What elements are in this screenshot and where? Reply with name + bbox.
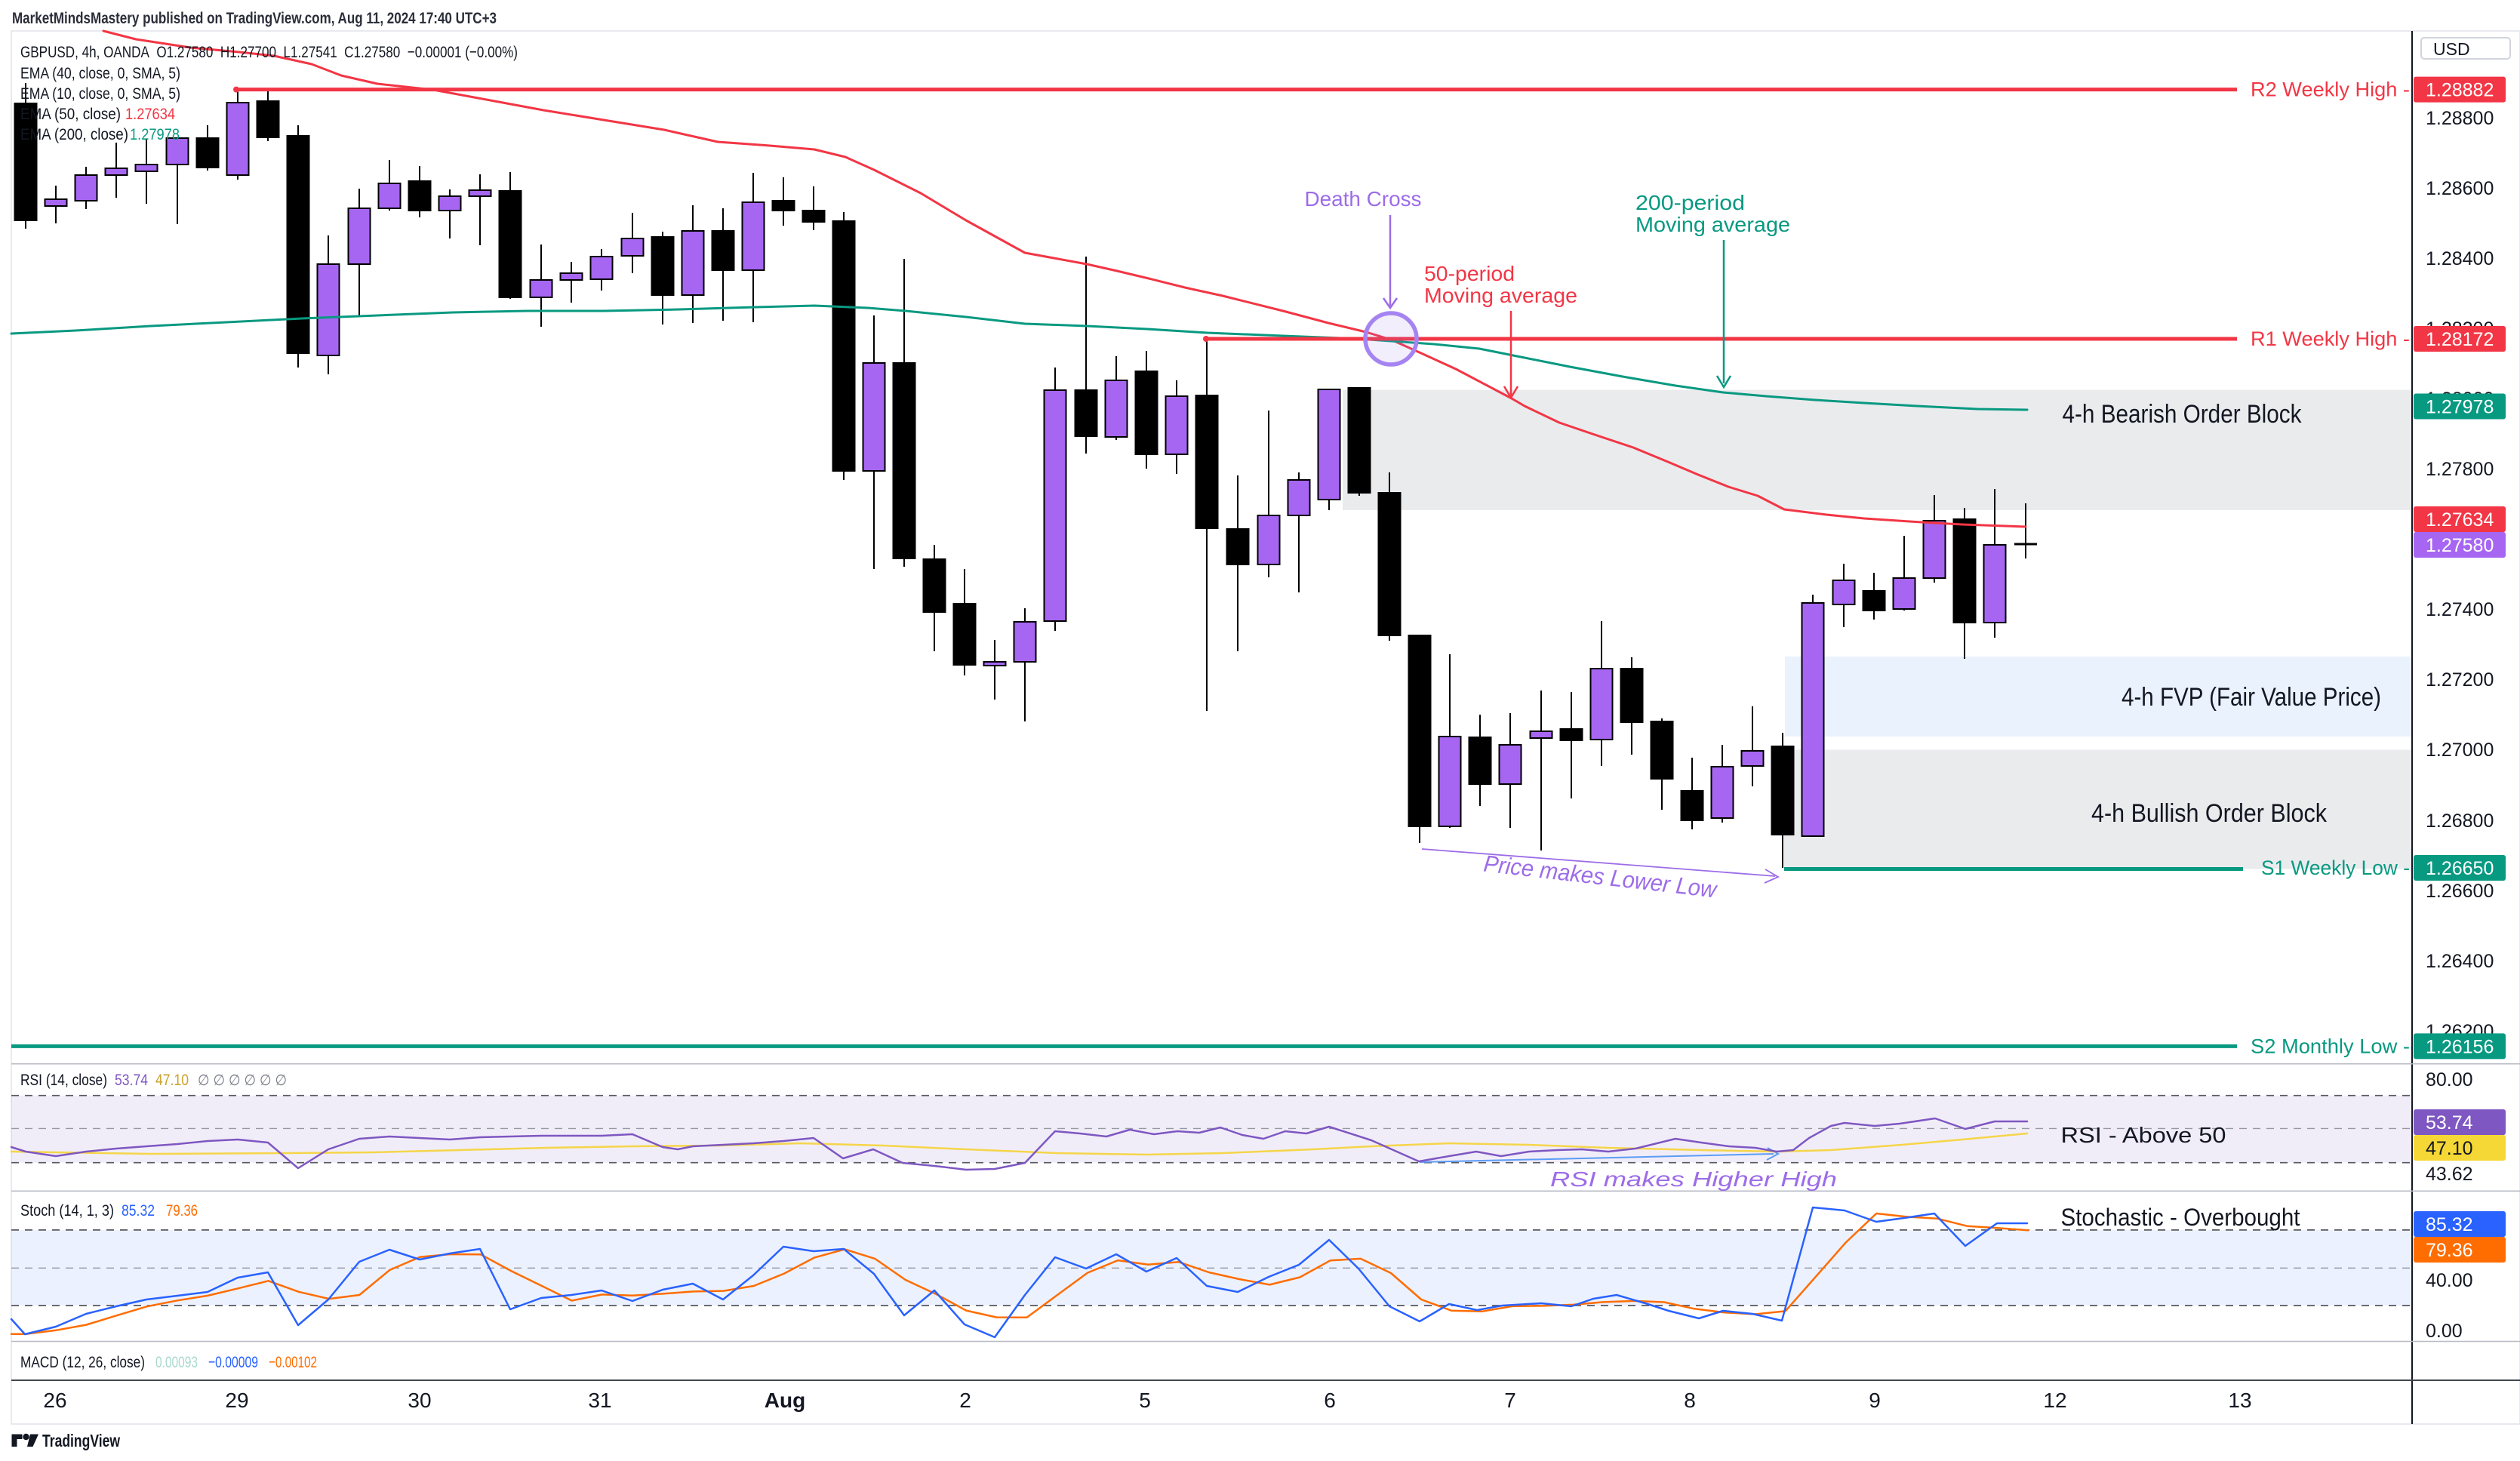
svg-text:Stoch (14, 1, 3): Stoch (14, 1, 3)	[20, 1201, 114, 1220]
svg-text:43.62: 43.62	[2426, 1164, 2473, 1185]
svg-text:1.26156: 1.26156	[2426, 1036, 2494, 1057]
svg-text:1.28882: 1.28882	[2426, 80, 2494, 101]
svg-text:1.27978: 1.27978	[2426, 397, 2494, 418]
svg-text:1.27634: 1.27634	[125, 105, 175, 123]
svg-text:R1 Weekly High -: R1 Weekly High -	[2251, 328, 2410, 350]
svg-text:12: 12	[2043, 1389, 2066, 1412]
svg-text:RSI (14, close): RSI (14, close)	[20, 1071, 107, 1089]
svg-text:TradingView: TradingView	[42, 1431, 120, 1450]
svg-text:S1 Weekly Low -: S1 Weekly Low -	[2261, 857, 2410, 879]
svg-text:MACD (12, 26, close): MACD (12, 26, close)	[20, 1353, 145, 1371]
svg-text:RSI - Above 50: RSI - Above 50	[2061, 1124, 2226, 1148]
svg-text:1.27978: 1.27978	[130, 125, 180, 143]
svg-text:MarketMindsMastery published o: MarketMindsMastery published on TradingV…	[12, 10, 497, 27]
svg-text:1.26650: 1.26650	[2426, 858, 2494, 879]
svg-text:85.32: 85.32	[122, 1201, 155, 1220]
svg-text:26: 26	[43, 1389, 66, 1412]
svg-text:50-period: 50-period	[1424, 262, 1515, 285]
svg-text:79.36: 79.36	[166, 1201, 198, 1220]
svg-text:1.27000: 1.27000	[2426, 740, 2494, 761]
svg-text:Stochastic - Overbought: Stochastic - Overbought	[2061, 1204, 2300, 1231]
svg-text:1.26400: 1.26400	[2426, 951, 2494, 972]
svg-text:1.26600: 1.26600	[2426, 881, 2494, 902]
svg-text:53.74: 53.74	[2426, 1112, 2473, 1133]
svg-text:GBPUSD, 4h, OANDA O1.27580 H: GBPUSD, 4h, OANDA O1.27580 H1.27700 L1.2…	[20, 43, 518, 61]
svg-text:EMA (40, close, 0, SMA, 5): EMA (40, close, 0, SMA, 5)	[20, 64, 180, 82]
svg-text:6: 6	[1324, 1389, 1336, 1412]
svg-text:∅ ∅ ∅ ∅ ∅ ∅: ∅ ∅ ∅ ∅ ∅ ∅	[198, 1072, 287, 1089]
svg-text:13: 13	[2228, 1389, 2251, 1412]
svg-text:200-period: 200-period	[1635, 191, 1745, 214]
svg-text:Aug: Aug	[765, 1389, 805, 1412]
svg-text:79.36: 79.36	[2426, 1240, 2473, 1261]
svg-text:31: 31	[588, 1389, 611, 1412]
svg-text:1.28800: 1.28800	[2426, 108, 2494, 129]
svg-text:Moving average: Moving average	[1424, 284, 1577, 307]
svg-text:4-h Bullish Order Block: 4-h Bullish Order Block	[2091, 799, 2328, 828]
svg-text:R2 Weekly High -: R2 Weekly High -	[2251, 78, 2410, 101]
svg-text:2: 2	[959, 1389, 971, 1412]
svg-text:1.26800: 1.26800	[2426, 810, 2494, 832]
svg-text:9: 9	[1869, 1389, 1881, 1412]
svg-text:USD: USD	[2433, 39, 2470, 59]
svg-text:47.10: 47.10	[155, 1071, 189, 1089]
svg-text:−0.00009: −0.00009	[208, 1353, 258, 1371]
svg-text:EMA (200, close): EMA (200, close)	[20, 125, 128, 143]
svg-text:1.27800: 1.27800	[2426, 459, 2494, 480]
svg-text:4-h FVP (Fair Value Price): 4-h FVP (Fair Value Price)	[2122, 683, 2381, 712]
svg-text:85.32: 85.32	[2426, 1214, 2473, 1235]
svg-text:8: 8	[1684, 1389, 1696, 1412]
svg-text:5: 5	[1139, 1389, 1151, 1412]
svg-text:80.00: 80.00	[2426, 1069, 2473, 1090]
svg-text:1.28400: 1.28400	[2426, 248, 2494, 269]
svg-text:47.10: 47.10	[2426, 1138, 2473, 1159]
svg-text:RSI makes Higher High: RSI makes Higher High	[1550, 1167, 1837, 1191]
svg-text:1.27580: 1.27580	[2426, 535, 2494, 556]
svg-text:S2 Monthly Low -: S2 Monthly Low -	[2251, 1035, 2410, 1057]
svg-text:29: 29	[225, 1389, 248, 1412]
svg-text:1.28600: 1.28600	[2426, 178, 2494, 199]
svg-text:EMA (10, close, 0, SMA, 5): EMA (10, close, 0, SMA, 5)	[20, 85, 180, 103]
svg-text:0.00: 0.00	[2426, 1321, 2463, 1342]
svg-text:Death Cross: Death Cross	[1305, 187, 1422, 211]
svg-text:Moving average: Moving average	[1635, 213, 1790, 236]
svg-text:30: 30	[408, 1389, 431, 1412]
svg-text:53.74: 53.74	[115, 1071, 148, 1089]
svg-text:1.27400: 1.27400	[2426, 599, 2494, 620]
svg-text:1.27634: 1.27634	[2426, 509, 2494, 531]
svg-text:−0.00102: −0.00102	[269, 1353, 317, 1371]
svg-text:4-h Bearish Order Block: 4-h Bearish Order Block	[2063, 400, 2303, 429]
svg-text:0.00093: 0.00093	[155, 1353, 198, 1371]
svg-text:1.27200: 1.27200	[2426, 669, 2494, 691]
svg-text:1.28172: 1.28172	[2426, 329, 2494, 350]
svg-text:40.00: 40.00	[2426, 1270, 2473, 1291]
svg-text:EMA (50, close): EMA (50, close)	[20, 105, 121, 123]
svg-text:7: 7	[1504, 1389, 1516, 1412]
